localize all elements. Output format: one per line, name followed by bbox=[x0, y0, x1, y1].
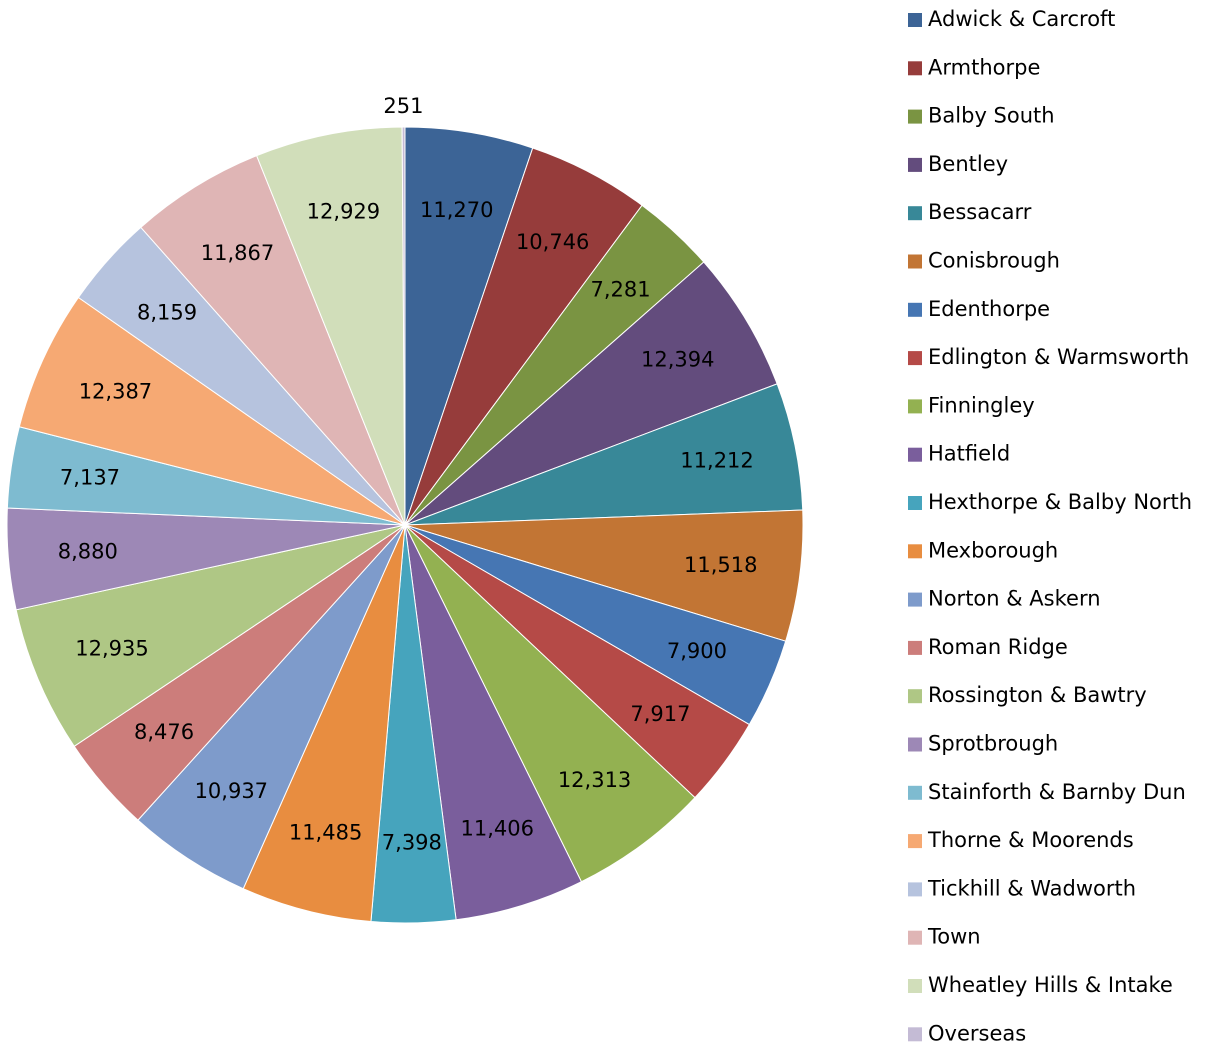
legend-swatch bbox=[908, 1027, 922, 1042]
pie-slice bbox=[404, 261, 778, 526]
pie-slice bbox=[255, 126, 406, 526]
data-label: 11,212 bbox=[680, 449, 753, 473]
data-label: 12,394 bbox=[641, 348, 714, 372]
data-label: 12,387 bbox=[79, 380, 152, 404]
legend-swatch bbox=[908, 640, 922, 655]
legend-label: Adwick & Carcroft bbox=[928, 7, 1115, 31]
data-label: 11,406 bbox=[461, 817, 534, 841]
legend-label: Norton & Askern bbox=[928, 587, 1101, 611]
data-label: 7,917 bbox=[630, 702, 690, 726]
data-label: 7,398 bbox=[382, 830, 442, 854]
data-label: 7,281 bbox=[590, 278, 650, 302]
legend-label: Stainforth & Barnby Dun bbox=[928, 780, 1186, 804]
legend-swatch bbox=[908, 930, 922, 945]
legend-swatch bbox=[908, 689, 922, 704]
data-label: 11,518 bbox=[684, 553, 757, 577]
legend-swatch bbox=[908, 544, 922, 559]
legend-swatch bbox=[908, 447, 922, 462]
data-label: 7,137 bbox=[60, 466, 120, 490]
legend-label: Finningley bbox=[928, 393, 1035, 417]
data-label: 12,929 bbox=[307, 200, 380, 224]
pie-slice bbox=[401, 126, 406, 526]
pie-slice bbox=[404, 524, 696, 883]
legend-swatch bbox=[908, 206, 922, 221]
legend-label: Sprotbrough bbox=[928, 732, 1058, 756]
legend-label: Balby South bbox=[928, 104, 1055, 128]
legend-label: Roman Ridge bbox=[928, 635, 1068, 659]
data-label: 12,313 bbox=[558, 768, 631, 792]
pie-slice bbox=[15, 524, 406, 748]
data-label: 11,867 bbox=[201, 241, 274, 265]
data-label: 11,270 bbox=[420, 198, 493, 222]
legend-label: Mexborough bbox=[928, 538, 1058, 562]
data-label: 251 bbox=[383, 94, 423, 118]
legend-label: Thorne & Moorends bbox=[927, 828, 1134, 852]
data-label: 8,159 bbox=[137, 300, 197, 324]
legend-label: Rossington & Bawtry bbox=[928, 683, 1147, 707]
legend-label: Hatfield bbox=[928, 442, 1010, 466]
legend-swatch bbox=[908, 157, 922, 172]
data-label: 8,476 bbox=[134, 720, 194, 744]
legend-swatch bbox=[908, 109, 922, 124]
legend-swatch bbox=[908, 61, 922, 76]
data-label: 12,935 bbox=[75, 637, 148, 661]
legend-swatch bbox=[908, 496, 922, 510]
legend-label: Overseas bbox=[928, 1021, 1026, 1045]
legend-label: Wheatley Hills & Intake bbox=[928, 973, 1173, 997]
pie-slice bbox=[140, 155, 406, 526]
legend-label: Town bbox=[927, 925, 981, 949]
legend-swatch bbox=[908, 592, 922, 607]
legend-label: Armthorpe bbox=[928, 55, 1040, 79]
legend-swatch bbox=[908, 254, 922, 269]
legend-label: Hexthorpe & Balby North bbox=[928, 490, 1192, 514]
legend-label: Bessacarr bbox=[928, 200, 1032, 224]
data-label: 10,746 bbox=[516, 230, 589, 254]
legend-label: Edlington & Warmsworth bbox=[928, 345, 1189, 369]
legend-label: Edenthorpe bbox=[928, 297, 1050, 321]
legend-swatch bbox=[908, 351, 922, 366]
legend-swatch bbox=[908, 834, 922, 849]
legend-swatch bbox=[908, 882, 922, 897]
legend-swatch bbox=[908, 979, 922, 993]
data-label: 7,900 bbox=[667, 639, 727, 663]
legend-swatch bbox=[908, 399, 922, 414]
legend-label: Bentley bbox=[928, 152, 1008, 176]
pie-slice bbox=[18, 296, 406, 526]
data-label: 8,880 bbox=[58, 539, 118, 563]
legend-swatch bbox=[908, 13, 922, 27]
legend-swatch bbox=[908, 737, 922, 752]
legend-swatch bbox=[908, 302, 922, 317]
legend-swatch bbox=[908, 785, 922, 800]
legend-label: Conisbrough bbox=[928, 249, 1060, 273]
data-label: 10,937 bbox=[195, 779, 268, 803]
legend-label: Tickhill & Wadworth bbox=[927, 876, 1136, 900]
data-label: 11,485 bbox=[289, 820, 362, 844]
